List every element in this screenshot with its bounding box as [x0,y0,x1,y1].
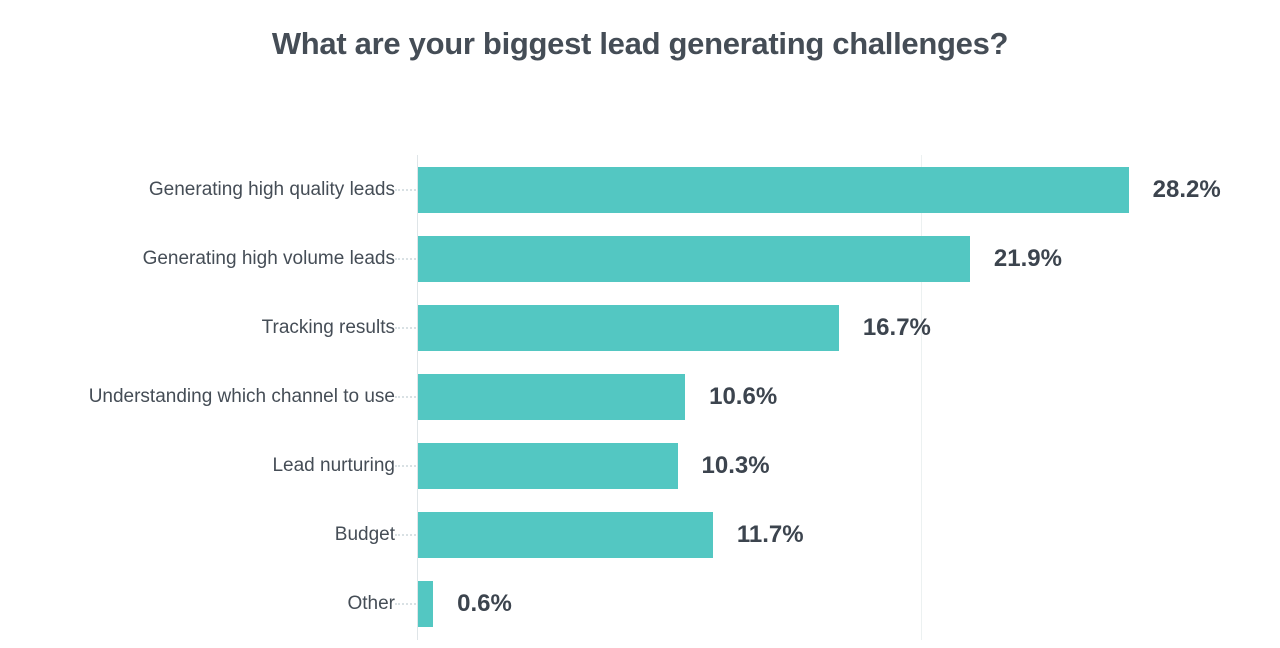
value-label: 10.6% [709,382,778,410]
value-label: 16.7% [862,313,931,341]
value-label: 11.7% [736,520,804,548]
axis-tick-mark [395,533,416,536]
category-label: Budget [334,524,395,545]
category-label: Other [347,593,395,614]
chart-row: Generating high volume leads 21.9% [0,224,1280,293]
bar-rows-container: Generating high quality leads 28.2% Gene… [0,155,1280,638]
value-label: 10.3% [701,451,770,479]
axis-tick-mark [395,602,416,605]
chart-row: Other 0.6% [0,569,1280,638]
chart-title: What are your biggest lead generating ch… [271,26,1009,61]
axis-tick-mark [395,464,416,467]
y-axis-line [417,155,418,640]
axis-tick-mark [395,257,416,260]
bar [418,511,713,558]
axis-tick-mark [395,188,416,191]
chart-row: Understanding which channel to use 10.6% [0,362,1280,431]
category-label: Lead nurturing [272,455,395,476]
chart-row: Budget 11.7% [0,500,1280,569]
axis-tick-mark [395,326,416,329]
category-label: Generating high volume leads [142,248,395,269]
category-label: Tracking results [261,317,395,338]
bar [418,166,1129,213]
gridline-20pct [921,155,922,640]
chart-row: Generating high quality leads 28.2% [0,155,1280,224]
category-label: Generating high quality leads [148,179,395,200]
chart-row: Tracking results 16.7% [0,293,1280,362]
plot-area: Generating high quality leads 28.2% Gene… [0,155,1280,640]
value-label: 0.6% [457,589,512,617]
value-label: 21.9% [993,244,1062,272]
bar [418,580,434,627]
bar [418,442,678,489]
bar [418,373,686,420]
bar [418,235,970,282]
axis-tick-mark [395,395,416,398]
bar [418,304,839,351]
chart-row: Lead nurturing 10.3% [0,431,1280,500]
value-label: 28.2% [1152,175,1221,203]
category-label: Understanding which channel to use [88,386,395,407]
